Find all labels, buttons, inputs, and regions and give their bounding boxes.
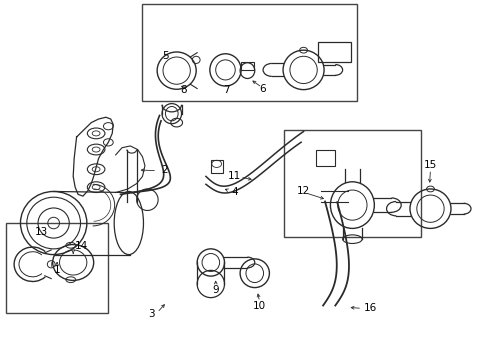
Text: 16: 16 [364,303,378,314]
Text: 9: 9 [212,285,219,296]
Text: 8: 8 [181,85,187,95]
Bar [284,130,421,237]
Text: 13: 13 [34,227,48,237]
Text: 3: 3 [148,310,155,319]
Text: 15: 15 [424,160,437,170]
Text: 14: 14 [75,241,88,251]
Bar [6,223,108,313]
Text: 12: 12 [297,186,310,196]
Bar [211,160,223,173]
Text: 7: 7 [223,85,230,95]
Text: 5: 5 [163,50,169,60]
Bar [318,42,351,62]
Text: 11: 11 [228,171,241,181]
Bar [241,62,254,70]
Text: 6: 6 [259,84,266,94]
Text: 1: 1 [54,265,60,275]
Text: 2: 2 [161,165,168,175]
Bar [143,4,357,101]
Text: 10: 10 [253,301,266,311]
Bar [316,149,335,166]
Text: 4: 4 [232,187,239,197]
